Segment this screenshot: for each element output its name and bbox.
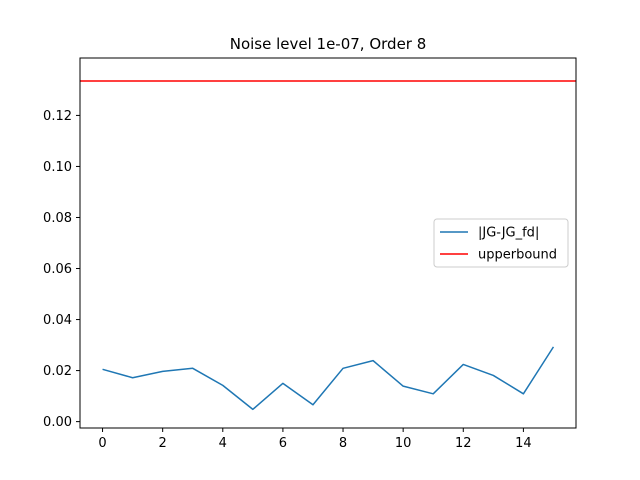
y-tick-label: 0.10 [43, 160, 72, 175]
y-tick-label: 0.04 [43, 313, 72, 328]
y-tick-label: 0.08 [43, 211, 72, 226]
x-tick-label: 4 [219, 436, 227, 451]
axes: 0 2 4 6 8 10 12 14 0.00 0.02 0.04 0.06 0.08 0.10 0.12 [43, 109, 532, 451]
legend-label: upperbound [478, 248, 557, 263]
x-tick-label: 14 [515, 436, 532, 451]
series-line-jg-diff [102, 346, 555, 411]
legend-label: |JG-JG_fd| [478, 226, 539, 241]
x-tick-label: 12 [455, 436, 472, 451]
x-tick-label: 0 [98, 436, 106, 451]
y-tick-label: 0.00 [43, 415, 72, 430]
y-tick-label: 0.06 [43, 262, 72, 277]
y-tick-label: 0.02 [43, 364, 72, 379]
legend: |JG-JG_fd| upperbound [433, 218, 569, 268]
x-tick-label: 6 [279, 436, 287, 451]
y-tick-label: 0.12 [43, 109, 72, 124]
chart-title: Noise level 1e-07, Order 8 [230, 35, 427, 53]
x-tick-label: 2 [159, 436, 167, 451]
plot-area [80, 80, 576, 411]
legend-box [433, 218, 569, 268]
x-tick-label: 10 [395, 436, 412, 451]
x-tick-label: 8 [339, 436, 347, 451]
plot-frame [79, 57, 577, 429]
